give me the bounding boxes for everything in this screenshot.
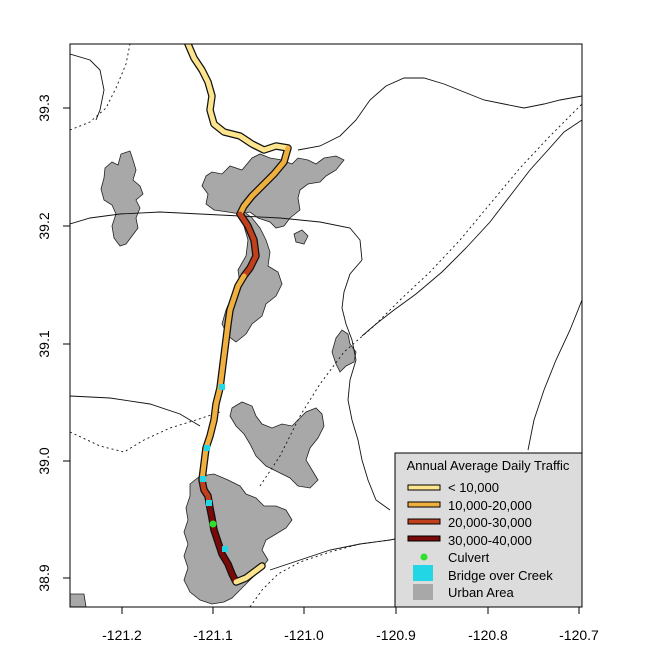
urban-area-north-strip [221, 209, 283, 343]
dotted-boundary-south [249, 539, 391, 607]
legend-title: Annual Average Daily Traffic [407, 458, 570, 473]
legend-item-bridge: Bridge over Creek [413, 565, 553, 583]
dotted-boundary-west [70, 411, 221, 453]
legend-label: Culvert [448, 550, 490, 565]
legend-label: Urban Area [448, 585, 515, 600]
highway-segment-10k-20k [237, 145, 291, 217]
highway-segment-10k-20k-mid [199, 273, 247, 483]
x-tick-label: -121.1 [193, 627, 233, 643]
legend-line-swatch [407, 501, 441, 508]
boundary-g [527, 299, 582, 451]
urban-area-small [293, 229, 309, 245]
legend-line-swatch [407, 484, 441, 491]
highway-segment-30k-40k [207, 505, 239, 585]
urban-area-southwest [70, 593, 87, 607]
culvert-marker [209, 520, 217, 528]
boundary-b [341, 259, 391, 511]
y-tick-label: 38.9 [36, 564, 52, 591]
urban-area-east [331, 329, 357, 373]
bridge-marker [206, 500, 212, 506]
legend-box [394, 452, 583, 608]
boundary-d [361, 119, 582, 337]
highway-segment-lt10k-south [233, 563, 265, 585]
legend-item-30k-40k: 30,000-40,000 [407, 533, 532, 548]
x-tick-label: -120.9 [376, 627, 416, 643]
urban-area-mid [229, 401, 325, 489]
y-tick-label: 39.0 [36, 447, 52, 474]
dotted-boundaries [70, 44, 582, 607]
y-tick-label: 39.2 [36, 212, 52, 239]
x-tick-labels: -121.2 -121.1 -121.0 -120.9 -120.8 -120.… [102, 627, 599, 643]
legend-item-urban: Urban Area [413, 584, 515, 600]
legend-label: 20,000-30,000 [448, 515, 532, 530]
bridges [200, 384, 228, 552]
bridge-marker [222, 546, 228, 552]
bridge-marker [200, 476, 206, 482]
boundary-e [70, 395, 201, 427]
culverts [209, 520, 217, 528]
y-tick-label: 39.1 [36, 330, 52, 357]
legend-item-culvert: Culvert [420, 550, 490, 565]
urban-area-west [100, 150, 144, 247]
y-tick-label: 39.3 [36, 94, 52, 121]
highway-segment-lt10k [185, 44, 291, 153]
legend-label: Bridge over Creek [448, 568, 553, 583]
x-tick-label: -120.8 [468, 627, 508, 643]
legend-label: 10,000-20,000 [448, 498, 532, 513]
y-tick-labels: 38.9 39.0 39.1 39.2 39.3 [36, 94, 52, 591]
map-panel [69, 43, 583, 608]
y-axis [63, 107, 71, 579]
legend-item-20k-30k: 20,000-30,000 [407, 515, 532, 530]
legend-item-lt10k: < 10,000 [407, 480, 499, 495]
x-axis [121, 606, 580, 614]
boundary-h [70, 53, 105, 121]
legend-square-swatch [413, 565, 433, 581]
legend-item-10k-20k: 10,000-20,000 [407, 498, 532, 513]
legend-label: 30,000-40,000 [448, 533, 532, 548]
highway [184, 44, 292, 586]
highway-segment-20k-30k [237, 211, 259, 279]
legend-square-swatch [413, 584, 433, 600]
x-tick-label: -120.7 [559, 627, 599, 643]
boundary-c [297, 77, 582, 151]
bridge-marker [219, 384, 225, 390]
legend-line-swatch [407, 535, 441, 542]
legend: Annual Average Daily Traffic < 10,000 10… [394, 452, 583, 608]
legend-dot-swatch [420, 553, 428, 561]
dotted-boundary-diagonal [259, 103, 582, 487]
legend-line-swatch [407, 518, 441, 525]
x-tick-label: -121.2 [102, 627, 142, 643]
bridge-marker [204, 445, 210, 451]
legend-label: < 10,000 [448, 480, 499, 495]
x-tick-label: -121.0 [284, 627, 324, 643]
